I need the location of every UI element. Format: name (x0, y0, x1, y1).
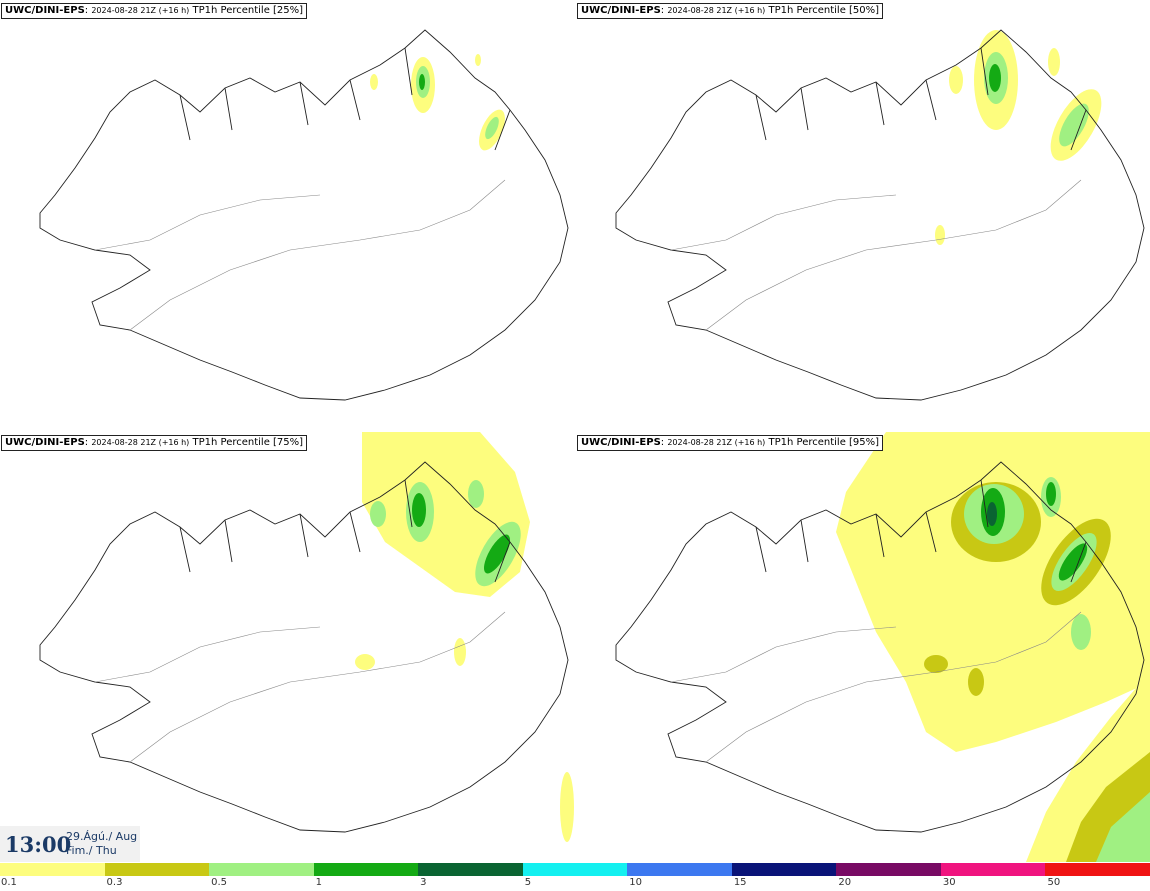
iceland-coastline (39, 29, 569, 401)
colorbar-tick-label: 0.3 (106, 877, 123, 888)
panel-title: UWC/DINI-EPS: 2024-08-28 21Z (+16 h) TP1… (577, 3, 884, 19)
colorbar-tick-label: 10 (629, 877, 642, 888)
colorbar-swatch (209, 863, 314, 876)
iceland-coastline (615, 461, 1145, 833)
colorbar-tick-label: 50 (1047, 877, 1061, 888)
run-label: 2024-08-28 21Z (+16 h) (91, 6, 190, 15)
field-label: TP1h Percentile [25%] (192, 5, 304, 16)
colorbar-swatch (627, 863, 732, 876)
precip-shading (935, 30, 1102, 245)
field-label: TP1h Percentile [95%] (768, 437, 880, 448)
colorbar-swatch (731, 863, 837, 876)
colorbar-swatch (104, 863, 210, 876)
colorbar-ticks: 0.1 0.3 0.5 1 3 5 10 15 20 30 50 (0, 877, 1150, 891)
run-label: 2024-08-28 21Z (+16 h) (667, 6, 766, 15)
precip-map (615, 29, 1145, 401)
colorbar-swatch (1045, 863, 1150, 876)
panel-title: UWC/DINI-EPS: 2024-08-28 21Z (+16 h) TP1… (1, 435, 308, 451)
valid-weekday: Fim./ Thu (66, 844, 117, 857)
run-label: 2024-08-28 21Z (+16 h) (667, 438, 766, 447)
valid-time: 13:00 (5, 832, 72, 857)
colorbar-swatch (836, 863, 941, 876)
panel-title: UWC/DINI-EPS: 2024-08-28 21Z (+16 h) TP1… (1, 3, 308, 19)
map-panel-p95: UWC/DINI-EPS: 2024-08-28 21Z (+16 h) TP1… (576, 432, 1150, 862)
colorbar-tick-label: 0.5 (211, 877, 227, 888)
colorbar-swatch (418, 863, 523, 876)
source-label: UWC/DINI-EPS (581, 437, 661, 448)
source-label: UWC/DINI-EPS (581, 5, 661, 16)
precip-shading (836, 432, 1150, 862)
precip-shading (370, 54, 505, 151)
colorbar-tick-label: 30 (942, 877, 956, 888)
colorbar-swatch (940, 863, 1046, 876)
map-panel-p50: UWC/DINI-EPS: 2024-08-28 21Z (+16 h) TP1… (576, 0, 1150, 430)
colorbar-tick-label: 20 (838, 877, 852, 888)
iceland-coastline (615, 29, 1145, 401)
field-label: TP1h Percentile [75%] (192, 437, 304, 448)
precip-map (615, 432, 1150, 862)
precip-map (39, 432, 574, 842)
map-panel-p25: UWC/DINI-EPS: 2024-08-28 21Z (+16 h) TP1… (0, 0, 574, 430)
precip-shading (355, 432, 574, 842)
colorbar-swatch (313, 863, 419, 876)
valid-time-box: 13:00 29.Ágú./ Aug Fim./ Thu (0, 826, 140, 862)
colorbar-tick-label: 15 (733, 877, 747, 888)
colorbar-tick-label: 1 (315, 877, 322, 888)
colorbar-swatch (0, 863, 105, 876)
colorbar-tick-label: 3 (420, 877, 427, 888)
colorbar-tick-label: 5 (524, 877, 532, 888)
precip-colorbar (0, 863, 1150, 876)
iceland-coastline (39, 461, 569, 833)
field-label: TP1h Percentile [50%] (768, 5, 880, 16)
map-panel-p75: UWC/DINI-EPS: 2024-08-28 21Z (+16 h) TP1… (0, 432, 574, 862)
precip-map (39, 29, 569, 401)
source-label: UWC/DINI-EPS (5, 437, 85, 448)
run-label: 2024-08-28 21Z (+16 h) (91, 438, 190, 447)
panel-title: UWC/DINI-EPS: 2024-08-28 21Z (+16 h) TP1… (577, 435, 884, 451)
colorbar-tick-label: 0.1 (1, 877, 17, 888)
valid-date-day: 29.Ágú./ Aug (66, 830, 138, 843)
valid-date: 29.Ágú./ Aug Fim./ Thu (66, 830, 137, 858)
colorbar-swatch (522, 863, 628, 876)
source-label: UWC/DINI-EPS (5, 5, 85, 16)
